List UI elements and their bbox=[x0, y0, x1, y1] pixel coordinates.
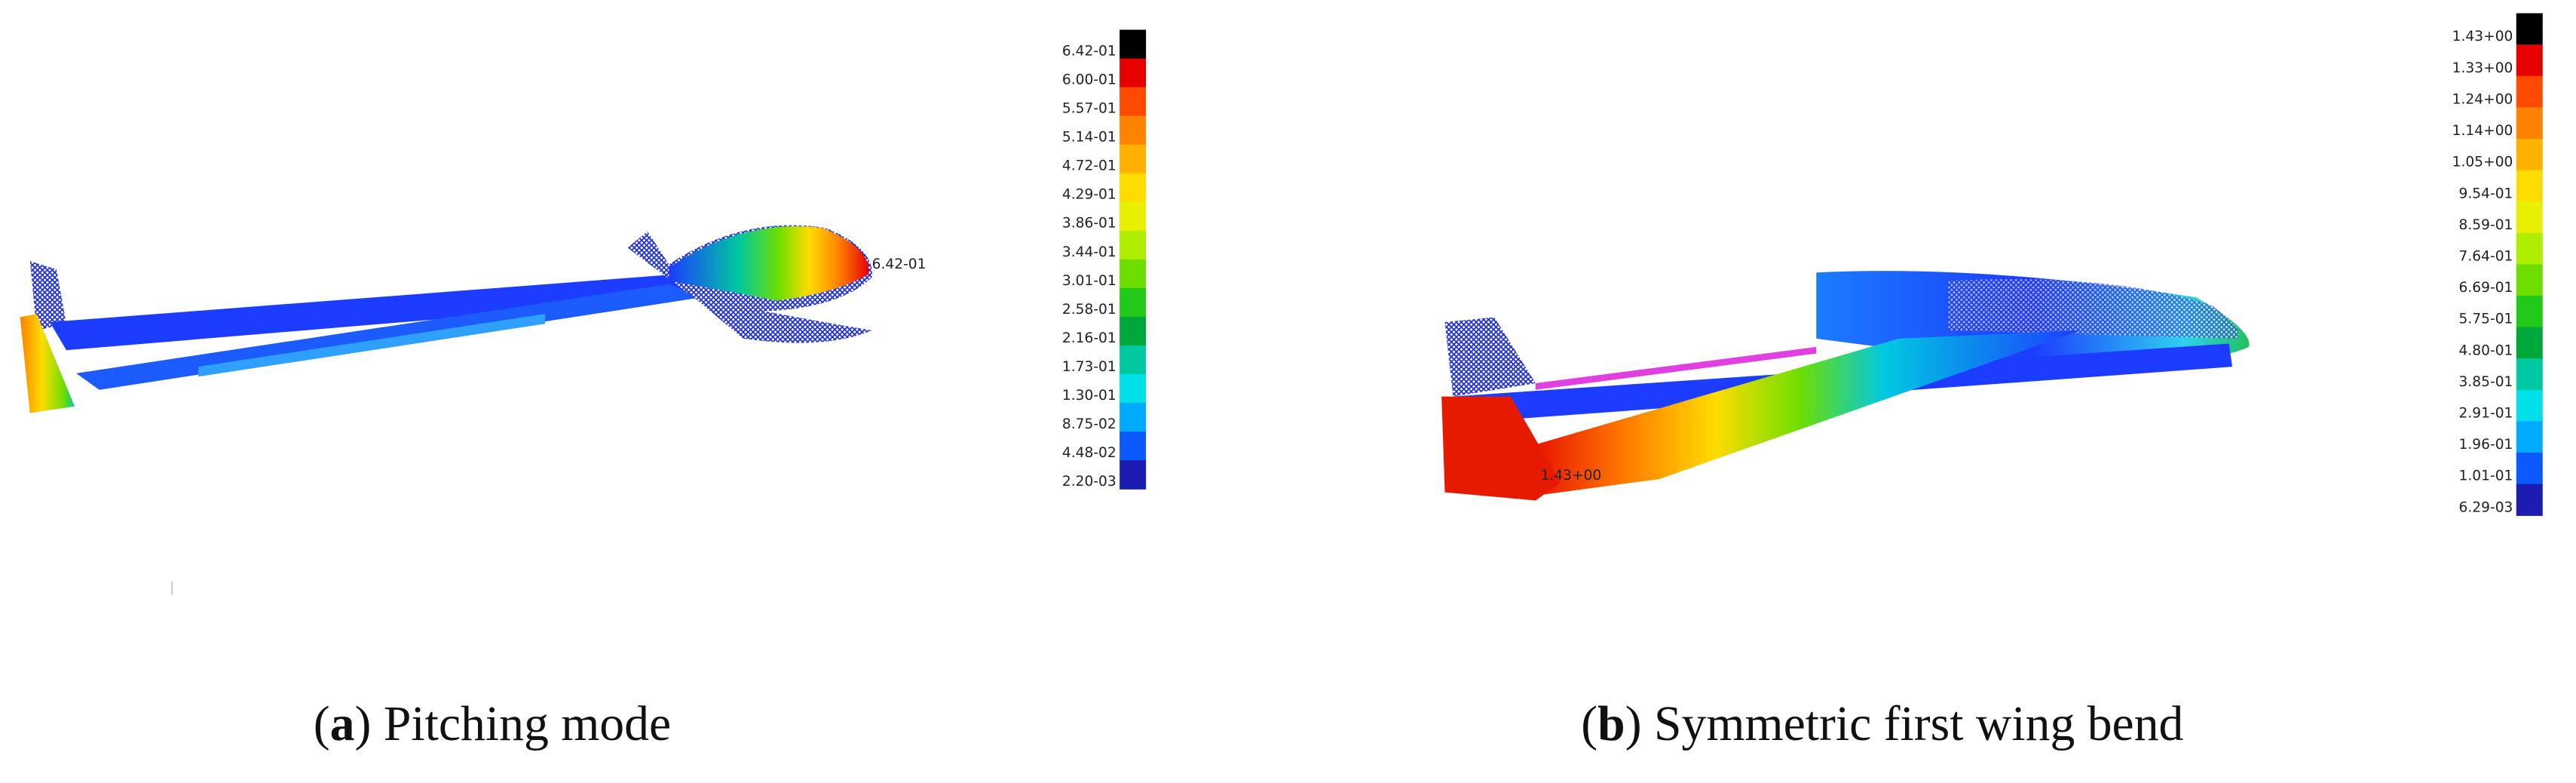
colorbar-label: 5.57-01 bbox=[1062, 101, 1116, 117]
colorbar-label: 1.05+00 bbox=[2452, 155, 2513, 170]
colorbar-label: 6.00-01 bbox=[1062, 72, 1116, 88]
colorbar-label: 9.54-01 bbox=[2459, 186, 2513, 201]
colorbar-band bbox=[2516, 75, 2543, 108]
colorbar-label: 3.86-01 bbox=[1062, 216, 1116, 232]
colorbar-label: 7.64-01 bbox=[2459, 248, 2513, 264]
colorbar-band bbox=[2516, 170, 2543, 202]
colorbar-band bbox=[1120, 29, 1147, 60]
caption-space bbox=[1642, 696, 1654, 751]
colorbar-label: 6.42-01 bbox=[1062, 43, 1116, 59]
colorbar-label: 1.33+00 bbox=[2452, 60, 2513, 76]
max-annotation: 6.42-01 bbox=[872, 256, 927, 272]
colorbar-label: 5.14-01 bbox=[1062, 130, 1116, 146]
colorbar-band bbox=[1120, 115, 1147, 146]
caption-tag: a bbox=[330, 696, 355, 751]
colorbar-band bbox=[2516, 327, 2543, 359]
colorbar-band bbox=[2516, 45, 2543, 77]
caption: (a) Pitching mode bbox=[314, 696, 671, 751]
colorbar-label: 1.01-01 bbox=[2459, 468, 2513, 484]
colorbar-label: 1.14+00 bbox=[2452, 123, 2513, 139]
colorbar-label: 6.29-03 bbox=[2459, 499, 2513, 515]
colorbar-band bbox=[2516, 484, 2543, 516]
colorbar-band bbox=[2516, 201, 2543, 234]
colorbar-label: 3.01-01 bbox=[1062, 273, 1116, 289]
colorbar-band bbox=[1120, 287, 1147, 318]
colorbar-band bbox=[2516, 358, 2543, 391]
caption-space bbox=[371, 696, 383, 751]
colorbar-band bbox=[2516, 232, 2543, 266]
colorbar-label: 1.43+00 bbox=[2452, 29, 2513, 45]
colorbar-label: 1.30-01 bbox=[1062, 388, 1116, 404]
colorbar-band bbox=[2516, 389, 2543, 422]
colorbar-label: 4.80-01 bbox=[2459, 342, 2513, 358]
colorbar-band bbox=[1120, 259, 1147, 289]
colorbar-band bbox=[1120, 374, 1147, 404]
colorbar-band bbox=[2516, 13, 2543, 45]
colorbar-label: 4.48-02 bbox=[1062, 445, 1116, 461]
caption: (b) Symmetric first wing bend bbox=[1581, 696, 2183, 751]
colorbar-band bbox=[1120, 144, 1147, 174]
colorbar-band bbox=[2516, 421, 2543, 453]
colorbar-band bbox=[1120, 173, 1147, 203]
caption-tag: b bbox=[1597, 696, 1625, 751]
colorbar-label: 2.91-01 bbox=[2459, 406, 2513, 422]
colorbar-label: 3.44-01 bbox=[1062, 244, 1116, 260]
colorbar-band bbox=[2516, 295, 2543, 328]
model-a bbox=[20, 225, 872, 595]
colorbar-band bbox=[2516, 264, 2543, 296]
colorbar-band bbox=[1120, 201, 1147, 232]
colorbar-label: 5.75-01 bbox=[2459, 312, 2513, 327]
colorbar-label: 2.58-01 bbox=[1062, 302, 1116, 318]
caption-tag: ( bbox=[314, 696, 330, 751]
colorbar-label: 4.72-01 bbox=[1062, 158, 1116, 174]
colorbar-band bbox=[1120, 431, 1147, 461]
colorbar-label: 8.75-02 bbox=[1062, 416, 1116, 432]
colorbar-band bbox=[2516, 453, 2543, 485]
colorbar-label: 1.24+00 bbox=[2452, 91, 2513, 107]
caption-text: Symmetric first wing bend bbox=[1654, 696, 2184, 751]
caption-tag: ) bbox=[1625, 696, 1642, 751]
colorbar-label: 8.59-01 bbox=[2459, 217, 2513, 233]
colorbar-label: 1.73-01 bbox=[1062, 359, 1116, 375]
model-b bbox=[1441, 271, 2250, 501]
colorbar-band bbox=[1120, 345, 1147, 375]
colorbar-label: 1.96-01 bbox=[2459, 437, 2513, 453]
colorbar-label: 4.29-01 bbox=[1062, 187, 1116, 203]
colorbar-label: 3.85-01 bbox=[2459, 374, 2513, 390]
colorbar-band bbox=[1120, 460, 1147, 490]
colorbar-band bbox=[1120, 230, 1147, 260]
colorbar-label: 2.20-03 bbox=[1062, 474, 1116, 490]
caption-text: Pitching mode bbox=[384, 696, 671, 751]
colorbar-band bbox=[2516, 107, 2543, 140]
caption-tag: ( bbox=[1581, 696, 1597, 751]
colorbar-band bbox=[1120, 316, 1147, 346]
colorbar-band bbox=[1120, 403, 1147, 432]
max-annotation: 1.43+00 bbox=[1541, 468, 1602, 484]
caption-tag: ) bbox=[355, 696, 372, 751]
colorbar-label: 6.69-01 bbox=[2459, 280, 2513, 296]
colorbar-band bbox=[1120, 58, 1147, 88]
colorbar-band bbox=[2516, 138, 2543, 171]
colorbar-band bbox=[1120, 87, 1147, 117]
colorbar-label: 2.16-01 bbox=[1062, 330, 1116, 346]
